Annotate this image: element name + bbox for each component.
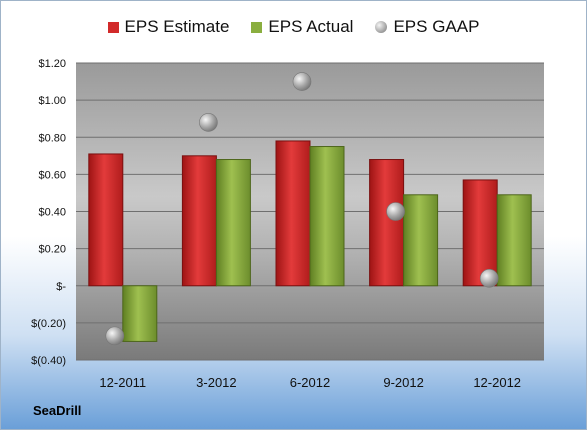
bar-eps-actual (496, 194, 532, 287)
legend-swatch-actual (251, 21, 263, 33)
x-tick-label: 6-2012 (290, 375, 330, 390)
bar-eps-actual (403, 194, 439, 287)
y-tick-label: $(0.40) (31, 355, 66, 367)
bar-eps-estimate (369, 159, 405, 287)
y-tick-label: $- (56, 281, 66, 293)
y-tick-label: $(0.20) (31, 318, 66, 330)
x-tick-label: 9-2012 (383, 375, 423, 390)
legend-swatch-gaap (375, 21, 388, 33)
y-tick-label: $1.20 (38, 58, 66, 70)
legend-item-estimate: EPS Estimate (107, 17, 230, 37)
y-tick-label: $1.00 (38, 95, 66, 107)
y-tick-label: $0.40 (38, 207, 66, 219)
legend-item-actual: EPS Actual (251, 17, 353, 37)
y-tick-label: $0.20 (38, 244, 66, 256)
marker-eps-gaap (386, 202, 405, 221)
marker-eps-gaap (292, 72, 312, 91)
y-tick-label: $0.80 (38, 132, 66, 144)
legend-label-estimate: EPS Estimate (124, 17, 230, 36)
x-tick-label: 12-2012 (473, 375, 521, 390)
legend-item-gaap: EPS GAAP (375, 17, 479, 37)
marker-eps-gaap (479, 269, 499, 288)
bar-eps-estimate (88, 153, 124, 287)
legend-swatch-estimate (107, 21, 119, 33)
bar-eps-estimate (181, 155, 217, 287)
x-tick-label: 3-2012 (196, 375, 236, 390)
y-tick-label: $0.60 (38, 169, 66, 181)
legend-label-gaap: EPS GAAP (393, 17, 480, 36)
legend-label-actual: EPS Actual (268, 17, 354, 36)
marker-eps-gaap (105, 326, 125, 346)
x-tick-label: 12-2011 (99, 375, 146, 390)
bar-eps-estimate (275, 140, 311, 287)
bar-eps-actual (309, 146, 345, 287)
bar-eps-actual (215, 159, 251, 287)
bar-eps-actual (122, 285, 158, 342)
marker-eps-gaap (199, 113, 218, 132)
company-name: SeaDrill (33, 403, 82, 418)
legend: EPS Estimate EPS Actual EPS GAAP (1, 17, 586, 37)
